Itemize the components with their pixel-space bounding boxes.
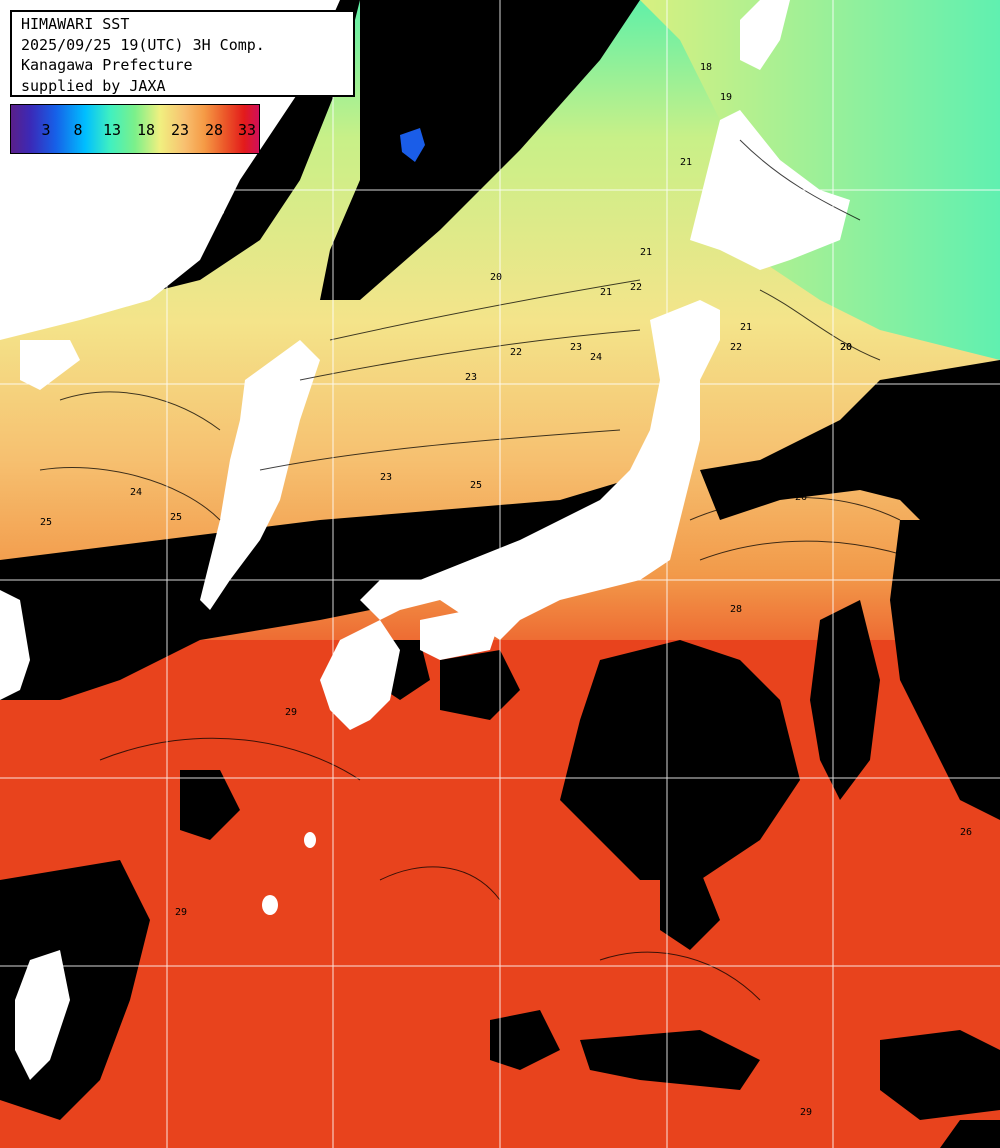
colorbar-tick: 23	[170, 121, 190, 139]
contour-label: 26	[960, 827, 972, 838]
contour-label: 19	[720, 92, 732, 103]
contour-label: 18	[700, 62, 712, 73]
contour-label: 26	[795, 492, 807, 503]
contour-label: 25	[40, 517, 52, 528]
title-box: HIMAWARI SST 2025/09/25 19(UTC) 3H Comp.…	[10, 10, 355, 97]
contour-label: 29	[175, 907, 187, 918]
contour-label: 22	[510, 347, 522, 358]
contour-label: 21	[600, 287, 612, 298]
color-scale-bar: 3 8 13 18 23 28 33	[10, 104, 260, 154]
product-title: HIMAWARI SST	[21, 15, 130, 33]
sea-north-cold	[640, 0, 1000, 360]
contour-label: 28	[730, 604, 742, 615]
data-credit: supplied by JAXA	[21, 76, 166, 95]
contour-label: 29	[285, 707, 297, 718]
contour-label: 29	[800, 1107, 812, 1118]
colorbar-tick: 13	[102, 121, 122, 139]
colorbar-tick: 3	[41, 121, 51, 139]
contour-label: 23	[380, 472, 392, 483]
region-name: Kanagawa Prefecture	[21, 56, 193, 74]
contour-label: 22	[630, 282, 642, 293]
timestamp: 2025/09/25 19(UTC) 3H Comp.	[21, 35, 265, 54]
contours	[39, 139, 921, 1001]
contour-label: 24	[130, 487, 142, 498]
contour-label: 23	[570, 342, 582, 353]
colorbar-tick: 33	[237, 121, 257, 139]
contour-label: 21	[680, 157, 692, 168]
contour-label: 20	[840, 342, 852, 353]
contour-label: 23	[465, 372, 477, 383]
colorbar-tick: 18	[136, 121, 156, 139]
contour-label: 24	[590, 352, 602, 363]
contour-labels: 18 19 20 20 21 21 21 22 22 23 23 23 24 2…	[40, 62, 972, 1118]
contour-label: 25	[170, 512, 182, 523]
colorbar-tick: 28	[204, 121, 224, 139]
colorbar-tick: 8	[73, 121, 83, 139]
contour-label: 22	[730, 342, 742, 353]
contour-label: 20	[840, 342, 852, 353]
contour-label: 21	[740, 322, 752, 333]
inland-lake	[400, 128, 425, 162]
contour-label: 21	[640, 247, 652, 258]
contour-label: 25	[470, 480, 482, 491]
contour-label: 20	[490, 272, 502, 283]
